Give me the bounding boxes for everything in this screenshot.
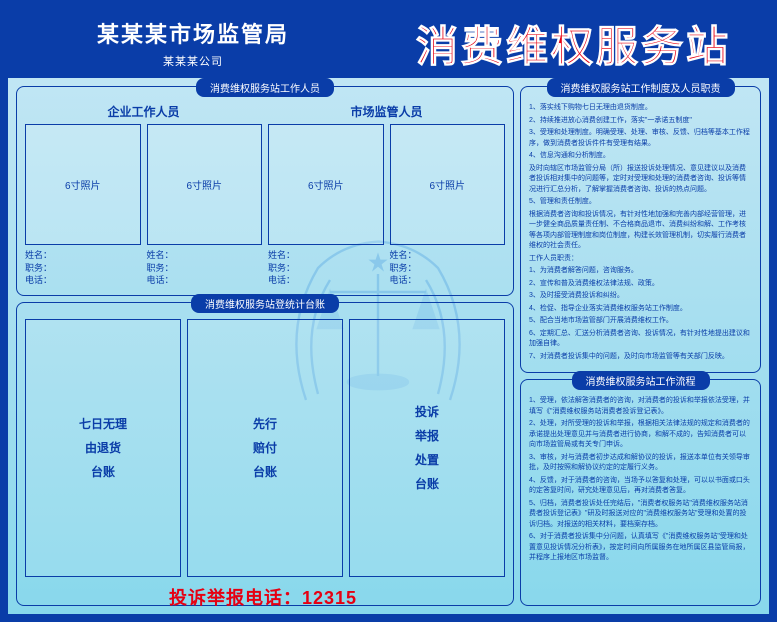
photo-placeholder: 6寸照片	[268, 124, 384, 245]
hotline: 投诉举报电话：12315	[8, 584, 518, 610]
photo-placeholder: 6寸照片	[25, 124, 141, 245]
text-line: 2、宣传和普及消费维权法律法规、政策。	[529, 279, 752, 290]
info-name: 姓名：	[390, 249, 506, 262]
text-line: 5、管理和责任制度。	[529, 197, 752, 208]
info-duty: 职务：	[147, 262, 263, 275]
ledger-panel-title: 消费维权服务站登统计台账	[191, 294, 339, 313]
process-panel-title: 消费维权服务站工作流程	[572, 371, 710, 390]
ledger-panel: 消费维权服务站登统计台账 七日无理 由退货 台账 先行 赔付 台账 投诉 举报 …	[16, 302, 514, 606]
duties-panel-title: 消费维权服务站工作制度及人员职责	[547, 78, 735, 97]
staff-group-supervision: 市场监管人员 6寸照片 姓名： 职务： 电话： 6寸照片	[268, 103, 505, 287]
header-band: 某某某市场监管局 某某某公司 消费维权服务站	[8, 8, 769, 78]
photo-card: 6寸照片 姓名： 职务： 电话：	[390, 124, 506, 287]
photo-info: 姓名： 职务： 电话：	[390, 249, 506, 287]
text-line: 6、对于消费者投诉集中分问题，认真填写《"消费维权服务站"受理和处置意见投诉情况…	[529, 532, 752, 564]
ledger-text: 七日无理 由退货 台账	[79, 412, 127, 484]
group-title: 企业工作人员	[25, 103, 262, 120]
ledger-box: 投诉 举报 处置 台账	[349, 319, 505, 577]
staff-panel: 消费维权服务站工作人员 企业工作人员 6寸照片 姓名： 职务： 电话：	[16, 86, 514, 296]
photo-placeholder: 6寸照片	[147, 124, 263, 245]
info-name: 姓名：	[25, 249, 141, 262]
ledger-box: 先行 赔付 台账	[187, 319, 343, 577]
header-left: 某某某市场监管局 某某某公司	[8, 17, 378, 69]
photo-card: 6寸照片 姓名： 职务： 电话：	[25, 124, 141, 287]
ledger-text: 投诉 举报 处置 台账	[415, 400, 439, 496]
text-line: 6、定期汇总、汇送分析消费者咨询、投诉情况，有针对性地提出建议和加强自律。	[529, 329, 752, 350]
text-line: 2、处理，对所受理的投诉和举报，根据相关法律法规的规定和消费者的承诺提出处理意见…	[529, 419, 752, 451]
info-tel: 电话：	[268, 274, 384, 287]
ledger-text: 先行 赔付 台账	[253, 412, 277, 484]
info-name: 姓名：	[268, 249, 384, 262]
text-line: 及时向辖区市场监管分局（所）报送投诉处理情况、意见建议以及消费者投诉相对集中的问…	[529, 164, 752, 196]
group-title: 市场监管人员	[268, 103, 505, 120]
main-title: 消费维权服务站	[378, 13, 769, 74]
text-line: 5、归档，消费者投诉处任完结后，"消费者权服务站"消费维权服务站消费者投诉登记表…	[529, 499, 752, 531]
org-sub: 某某某公司	[8, 53, 378, 69]
text-line: 1、落实线下购物七日无理由退货制度。	[529, 103, 752, 114]
text-line: 1、受理，依法解答消费者的咨询，对消费者的投诉和举报依法受理，并填写《"消费维权…	[529, 396, 752, 417]
org-name: 某某某市场监管局	[8, 17, 378, 49]
text-line: 7、对消费者投诉集中的问题，及时向市场监管等有关部门反映。	[529, 352, 752, 363]
staff-group-enterprise: 企业工作人员 6寸照片 姓名： 职务： 电话： 6寸照片	[25, 103, 262, 287]
duties-panel: 消费维权服务站工作制度及人员职责 1、落实线下购物七日无理由退货制度。2、持续推…	[520, 86, 761, 373]
info-tel: 电话：	[390, 274, 506, 287]
text-line: 4、信息沟通和分析制度。	[529, 151, 752, 162]
info-tel: 电话：	[25, 274, 141, 287]
text-line: 根据消费者咨询和投诉情况，有针对性地加强和完善内部经营管理，进一步健全商品质量责…	[529, 210, 752, 252]
photo-info: 姓名： 职务： 电话：	[147, 249, 263, 287]
info-duty: 职务：	[268, 262, 384, 275]
photo-card: 6寸照片 姓名： 职务： 电话：	[147, 124, 263, 287]
photo-row: 6寸照片 姓名： 职务： 电话： 6寸照片 姓名： 职务：	[268, 124, 505, 287]
text-line: 5、配合当地市场监管部门开展消费维权工作。	[529, 316, 752, 327]
info-duty: 职务：	[390, 262, 506, 275]
left-column: 消费维权服务站工作人员 企业工作人员 6寸照片 姓名： 职务： 电话：	[16, 86, 514, 606]
text-line: 3、及时接受消费投诉和纠纷。	[529, 291, 752, 302]
photo-info: 姓名： 职务： 电话：	[268, 249, 384, 287]
text-line: 3、审核，对与消费者初步达成和解协议的投诉，报送本单位有关领导审批，及时按照和解…	[529, 453, 752, 474]
photo-row: 6寸照片 姓名： 职务： 电话： 6寸照片 姓名： 职务：	[25, 124, 262, 287]
text-line: 3、受理和处理制度。明确受理、处理、审核、反馈、归档等基本工作程序，做到消费者投…	[529, 128, 752, 149]
process-panel: 消费维权服务站工作流程 1、受理，依法解答消费者的咨询，对消费者的投诉和举报依法…	[520, 379, 761, 606]
info-name: 姓名：	[147, 249, 263, 262]
process-text: 1、受理，依法解答消费者的咨询，对消费者的投诉和举报依法受理，并填写《"消费维权…	[529, 396, 752, 564]
content-area: 消费维权服务站工作人员 企业工作人员 6寸照片 姓名： 职务： 电话：	[8, 78, 769, 614]
text-line: 工作人员职责：	[529, 254, 752, 265]
text-line: 4、反馈，对于消费者的咨询，当场予以答复和处理，可以以书面或口头的定答复时间，研…	[529, 476, 752, 497]
right-column: 消费维权服务站工作制度及人员职责 1、落实线下购物七日无理由退货制度。2、持续推…	[520, 86, 761, 606]
text-line: 1、为消费者解答问题，咨询服务。	[529, 266, 752, 277]
text-line: 2、持续推进放心消费创建工作，落实"一承诺五制度"	[529, 116, 752, 127]
info-tel: 电话：	[147, 274, 263, 287]
staff-panel-title: 消费维权服务站工作人员	[196, 78, 334, 97]
ledger-box: 七日无理 由退货 台账	[25, 319, 181, 577]
poster-canvas: 某某某市场监管局 某某某公司 消费维权服务站 消费维权服务站工作人员 企业工作人…	[8, 8, 769, 614]
text-line: 4、检促、指导企业落实消费维权服务站工作制度。	[529, 304, 752, 315]
photo-card: 6寸照片 姓名： 职务： 电话：	[268, 124, 384, 287]
hotline-label: 投诉举报电话：	[169, 588, 302, 608]
photo-info: 姓名： 职务： 电话：	[25, 249, 141, 287]
header-right: 消费维权服务站	[378, 13, 769, 74]
duties-text: 1、落实线下购物七日无理由退货制度。 2、持续推进放心消费创建工作，落实"一承诺五…	[529, 103, 752, 362]
info-duty: 职务：	[25, 262, 141, 275]
hotline-number: 12315	[302, 588, 357, 608]
photo-placeholder: 6寸照片	[390, 124, 506, 245]
